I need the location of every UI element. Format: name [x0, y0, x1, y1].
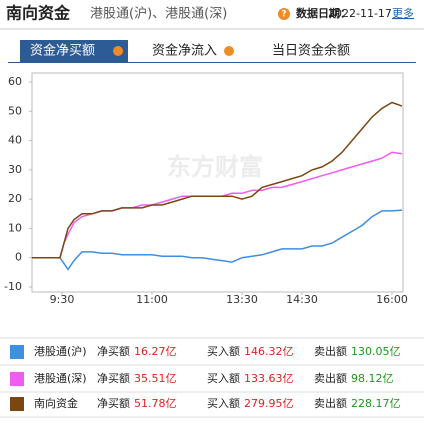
help-icon[interactable] — [278, 8, 290, 20]
legend-cell: 133.63亿 — [244, 372, 294, 385]
y-tick-label: -10 — [4, 280, 22, 293]
legend-cell: 35.51亿 — [134, 372, 177, 385]
series-line — [32, 101, 403, 259]
legend-cell: 51.78亿 — [134, 397, 177, 410]
help-icon-mark: ? — [281, 10, 286, 20]
legend-cell: 买入额 — [207, 372, 240, 385]
x-tick-label: 11:00 — [136, 293, 168, 306]
x-tick-label: 9:30 — [50, 293, 75, 306]
legend-cell: 16.27亿 — [134, 345, 177, 358]
subtitle: 港股通(沪)、港股通(深) — [90, 6, 227, 22]
legend-swatch — [10, 372, 24, 386]
date-label: 数据日期： — [296, 6, 351, 20]
series-line — [32, 209, 403, 271]
plot-frame — [31, 72, 404, 293]
y-tick-label: 10 — [8, 221, 22, 234]
legend-name: 港股通(深) — [34, 372, 87, 385]
y-tick-label: 40 — [8, 134, 22, 147]
tab[interactable]: 资金净流入 — [152, 43, 217, 59]
y-tick-label: 50 — [8, 104, 22, 117]
y-tick-label: 20 — [8, 192, 22, 205]
legend-cell: 228.17亿 — [351, 397, 401, 410]
y-tick-label: 60 — [8, 75, 22, 88]
legend-cell: 净买额 — [97, 344, 130, 358]
legend-swatch — [10, 345, 24, 359]
title: 南向资金 — [6, 4, 71, 23]
tab-active[interactable] — [20, 40, 128, 62]
legend-cell: 146.32亿 — [244, 345, 294, 358]
legend-cell: 买入额 — [207, 397, 240, 410]
more-link[interactable]: 更多 — [392, 6, 414, 20]
legend-swatch — [10, 397, 24, 411]
legend-name: 港股通(沪) — [34, 344, 87, 358]
y-tick-label: 30 — [8, 163, 22, 176]
legend-cell: 卖出额 — [314, 344, 347, 358]
tab[interactable]: 当日资金余额 — [272, 43, 350, 59]
x-tick-label: 14:30 — [286, 293, 318, 306]
legend-cell: 279.95亿 — [244, 397, 294, 410]
legend-cell: 净买额 — [97, 371, 130, 385]
legend-cell: 98.12亿 — [351, 372, 394, 385]
legend-cell: 卖出额 — [314, 371, 347, 385]
legend-cell: 净买额 — [97, 396, 130, 410]
x-tick-label: 16:00 — [376, 293, 408, 306]
date: 2022-11-17 — [328, 7, 392, 20]
legend-cell: 买入额 — [207, 345, 240, 358]
legend-cell: 130.05亿 — [351, 345, 401, 358]
help-icon[interactable] — [113, 46, 123, 56]
watermark: 东方财富 — [167, 153, 263, 181]
y-tick-label: 0 — [15, 251, 22, 264]
x-tick-label: 13:30 — [226, 293, 258, 306]
tab[interactable]: 资金净买额 — [30, 43, 95, 59]
legend-name: 南向资金 — [34, 396, 78, 410]
help-icon[interactable] — [224, 46, 234, 56]
legend-cell: 卖出额 — [314, 396, 347, 410]
